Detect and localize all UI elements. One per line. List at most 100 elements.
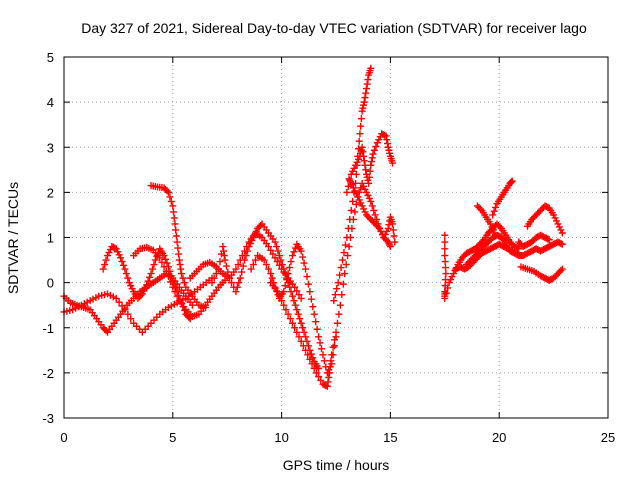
data-point	[283, 276, 291, 284]
data-point	[267, 270, 275, 278]
data-point	[293, 306, 301, 314]
data-point	[242, 252, 250, 260]
data-point	[278, 297, 286, 305]
series-sat-g	[208, 220, 323, 372]
data-point	[158, 258, 166, 266]
data-point	[344, 224, 352, 232]
x-axis-label: GPS time / hours	[283, 457, 390, 473]
data-point	[515, 245, 523, 253]
data-point	[214, 265, 222, 273]
data-point	[280, 288, 288, 296]
data-point	[269, 250, 277, 258]
data-point	[304, 351, 312, 359]
data-point	[160, 252, 168, 260]
data-point	[173, 292, 181, 300]
data-point	[297, 294, 305, 302]
chart-title: Day 327 of 2021, Sidereal Day-to-day VTE…	[81, 20, 587, 36]
data-point	[176, 261, 184, 269]
series-sat-q	[473, 202, 499, 237]
data-point	[137, 291, 145, 299]
data-point	[262, 261, 270, 269]
data-point	[441, 294, 449, 302]
data-point	[312, 369, 320, 377]
data-point	[338, 291, 346, 299]
data-point	[442, 270, 450, 278]
data-point	[343, 234, 351, 241]
data-point	[299, 342, 307, 350]
data-point	[355, 137, 363, 145]
data-point	[389, 220, 397, 228]
data-point	[288, 252, 296, 260]
data-point	[508, 178, 516, 186]
data-point	[112, 294, 120, 302]
data-point	[310, 310, 318, 318]
data-point	[508, 177, 516, 185]
data-point	[201, 303, 209, 311]
data-point	[370, 206, 378, 214]
series-sat-m	[441, 220, 523, 302]
grid-lines	[64, 57, 608, 418]
data-point	[329, 343, 337, 351]
data-point	[119, 261, 127, 269]
data-point	[271, 238, 279, 246]
data-point	[167, 197, 175, 205]
data-point	[307, 295, 315, 303]
data-point	[360, 152, 368, 160]
data-point	[304, 280, 312, 288]
data-point	[286, 315, 294, 323]
data-point	[117, 254, 125, 262]
data-point	[118, 302, 126, 310]
data-point	[162, 267, 170, 275]
data-point	[235, 279, 243, 287]
data-point	[278, 261, 286, 269]
data-point	[295, 333, 303, 341]
data-point	[286, 283, 294, 291]
data-point	[352, 179, 360, 187]
data-point	[171, 220, 179, 228]
data-point	[544, 235, 552, 243]
data-point	[275, 252, 283, 260]
y-tick-label: 5	[47, 50, 54, 65]
data-point	[286, 264, 294, 272]
data-point	[344, 252, 352, 260]
data-point	[356, 130, 364, 138]
data-point	[500, 237, 508, 245]
data-point	[234, 261, 242, 269]
data-point	[291, 301, 299, 309]
data-point	[339, 280, 347, 288]
data-point	[300, 328, 308, 336]
data-point	[111, 244, 119, 252]
data-point	[175, 291, 183, 299]
y-tick-label: 2	[47, 185, 54, 200]
data-point	[358, 143, 366, 151]
data-point	[306, 355, 314, 363]
series-sat-k	[343, 130, 397, 196]
data-point	[317, 376, 325, 384]
data-point	[362, 166, 370, 174]
data-point	[268, 274, 276, 282]
data-point	[389, 159, 397, 167]
data-point	[288, 292, 296, 300]
data-point	[232, 288, 240, 296]
data-point	[384, 224, 392, 232]
data-point	[325, 369, 333, 377]
data-point	[99, 265, 107, 273]
data-point	[558, 265, 566, 273]
data-point	[175, 250, 183, 258]
data-point	[331, 336, 339, 344]
data-point	[333, 285, 341, 293]
data-point	[326, 363, 334, 371]
data-point	[335, 310, 343, 318]
data-point	[295, 291, 303, 299]
data-point	[317, 345, 325, 353]
data-point	[265, 243, 273, 251]
data-point	[381, 131, 389, 139]
data-point	[491, 229, 499, 237]
data-point	[360, 157, 368, 165]
data-point	[228, 279, 236, 287]
data-point	[297, 319, 305, 327]
data-point	[280, 301, 288, 309]
data-point	[124, 310, 132, 318]
data-point	[365, 173, 373, 181]
data-point	[232, 265, 240, 273]
